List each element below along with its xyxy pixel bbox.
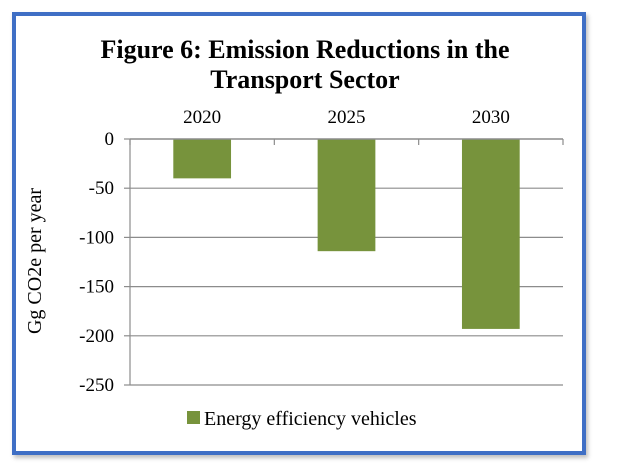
legend-label: Energy efficiency vehicles: [204, 408, 417, 430]
y-tick-label: 0: [105, 129, 115, 150]
bar: [317, 139, 376, 252]
x-tick-label: 2020: [183, 107, 221, 128]
chart-title: Figure 6: Emission Reductions in the Tra…: [100, 35, 509, 94]
y-tick-label: -100: [79, 227, 114, 248]
bar: [461, 139, 520, 329]
y-tick-label: -200: [79, 326, 114, 347]
y-axis-title: Gg CO2e per year: [24, 188, 46, 334]
y-tick-label: -250: [79, 375, 114, 396]
x-tick-label: 2030: [472, 107, 510, 128]
bars: [173, 139, 520, 329]
y-tick-labels: 0 -50 -100 -150 -200 -250: [79, 129, 114, 396]
y-tick-label: -150: [79, 277, 114, 298]
legend-swatch: [187, 411, 200, 424]
y-tick-label: -50: [89, 178, 114, 199]
x-tick-labels: 2020 2025 2030: [183, 107, 510, 128]
chart-title-line-2: Transport Sector: [210, 65, 399, 94]
bar: [173, 139, 232, 179]
axes: [124, 138, 564, 386]
x-tick-label: 2025: [328, 107, 366, 128]
legend: Energy efficiency vehicles: [187, 408, 417, 430]
chart-title-line-1: Figure 6: Emission Reductions in the: [100, 35, 509, 64]
